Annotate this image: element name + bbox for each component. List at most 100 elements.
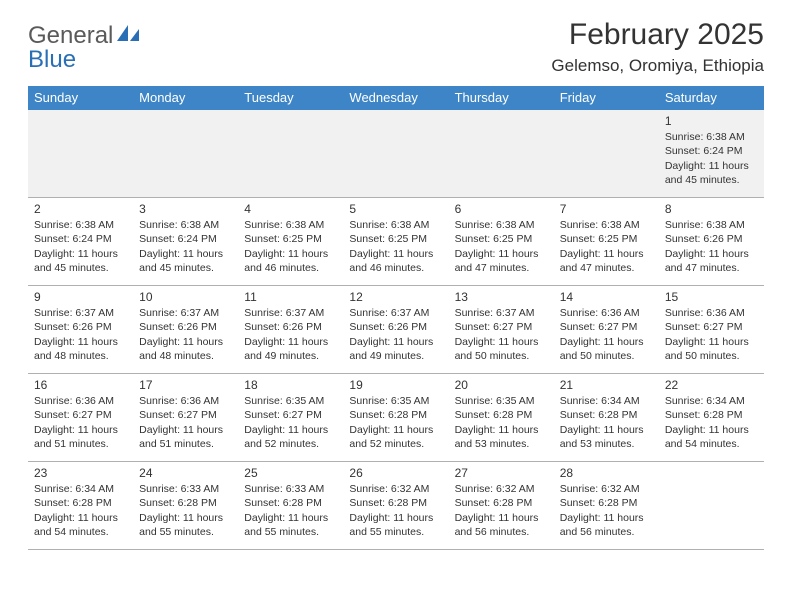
sunset-line: Sunset: 6:27 PM xyxy=(665,320,758,334)
daylight-line: Daylight: 11 hours and 45 minutes. xyxy=(34,247,127,275)
sunrise-line: Sunrise: 6:38 AM xyxy=(349,218,442,232)
day-number: 25 xyxy=(244,465,337,481)
calendar-cell: 13Sunrise: 6:37 AMSunset: 6:27 PMDayligh… xyxy=(449,286,554,374)
sunset-line: Sunset: 6:28 PM xyxy=(139,496,232,510)
day-number: 14 xyxy=(560,289,653,305)
calendar-cell: 27Sunrise: 6:32 AMSunset: 6:28 PMDayligh… xyxy=(449,462,554,550)
sunrise-line: Sunrise: 6:37 AM xyxy=(139,306,232,320)
daylight-line: Daylight: 11 hours and 48 minutes. xyxy=(139,335,232,363)
sunset-line: Sunset: 6:24 PM xyxy=(139,232,232,246)
daylight-line: Daylight: 11 hours and 55 minutes. xyxy=(244,511,337,539)
day-header: Tuesday xyxy=(238,86,343,110)
sunset-line: Sunset: 6:26 PM xyxy=(139,320,232,334)
sunrise-line: Sunrise: 6:33 AM xyxy=(244,482,337,496)
day-number: 6 xyxy=(455,201,548,217)
sunset-line: Sunset: 6:26 PM xyxy=(665,232,758,246)
calendar-header-row: SundayMondayTuesdayWednesdayThursdayFrid… xyxy=(28,86,764,110)
calendar-cell: 17Sunrise: 6:36 AMSunset: 6:27 PMDayligh… xyxy=(133,374,238,462)
sunrise-line: Sunrise: 6:36 AM xyxy=(34,394,127,408)
calendar-week: 9Sunrise: 6:37 AMSunset: 6:26 PMDaylight… xyxy=(28,286,764,374)
calendar-cell: 19Sunrise: 6:35 AMSunset: 6:28 PMDayligh… xyxy=(343,374,448,462)
daylight-line: Daylight: 11 hours and 54 minutes. xyxy=(665,423,758,451)
calendar-cell: 26Sunrise: 6:32 AMSunset: 6:28 PMDayligh… xyxy=(343,462,448,550)
sunset-line: Sunset: 6:26 PM xyxy=(244,320,337,334)
sunrise-line: Sunrise: 6:32 AM xyxy=(349,482,442,496)
daylight-line: Daylight: 11 hours and 47 minutes. xyxy=(560,247,653,275)
calendar-cell: 14Sunrise: 6:36 AMSunset: 6:27 PMDayligh… xyxy=(554,286,659,374)
day-number: 4 xyxy=(244,201,337,217)
sunrise-line: Sunrise: 6:35 AM xyxy=(455,394,548,408)
sunset-line: Sunset: 6:28 PM xyxy=(34,496,127,510)
day-number: 23 xyxy=(34,465,127,481)
sunset-line: Sunset: 6:25 PM xyxy=(560,232,653,246)
sunrise-line: Sunrise: 6:37 AM xyxy=(244,306,337,320)
sunset-line: Sunset: 6:27 PM xyxy=(34,408,127,422)
calendar-week: 23Sunrise: 6:34 AMSunset: 6:28 PMDayligh… xyxy=(28,462,764,550)
sunset-line: Sunset: 6:27 PM xyxy=(139,408,232,422)
sunrise-line: Sunrise: 6:35 AM xyxy=(349,394,442,408)
day-number: 15 xyxy=(665,289,758,305)
calendar-table: SundayMondayTuesdayWednesdayThursdayFrid… xyxy=(28,86,764,550)
calendar-cell: 6Sunrise: 6:38 AMSunset: 6:25 PMDaylight… xyxy=(449,198,554,286)
calendar-cell: 20Sunrise: 6:35 AMSunset: 6:28 PMDayligh… xyxy=(449,374,554,462)
day-number: 8 xyxy=(665,201,758,217)
daylight-line: Daylight: 11 hours and 51 minutes. xyxy=(34,423,127,451)
daylight-line: Daylight: 11 hours and 47 minutes. xyxy=(665,247,758,275)
calendar-cell: 12Sunrise: 6:37 AMSunset: 6:26 PMDayligh… xyxy=(343,286,448,374)
day-header: Wednesday xyxy=(343,86,448,110)
calendar-cell: 3Sunrise: 6:38 AMSunset: 6:24 PMDaylight… xyxy=(133,198,238,286)
day-number: 17 xyxy=(139,377,232,393)
daylight-line: Daylight: 11 hours and 55 minutes. xyxy=(139,511,232,539)
calendar-cell: 24Sunrise: 6:33 AMSunset: 6:28 PMDayligh… xyxy=(133,462,238,550)
sunrise-line: Sunrise: 6:36 AM xyxy=(560,306,653,320)
calendar-cell xyxy=(343,110,448,198)
day-number: 20 xyxy=(455,377,548,393)
month-title: February 2025 xyxy=(551,18,764,52)
sunset-line: Sunset: 6:28 PM xyxy=(349,496,442,510)
sunrise-line: Sunrise: 6:36 AM xyxy=(139,394,232,408)
day-number: 13 xyxy=(455,289,548,305)
day-number: 16 xyxy=(34,377,127,393)
day-header: Monday xyxy=(133,86,238,110)
day-number: 5 xyxy=(349,201,442,217)
daylight-line: Daylight: 11 hours and 45 minutes. xyxy=(665,159,758,187)
daylight-line: Daylight: 11 hours and 53 minutes. xyxy=(560,423,653,451)
sunrise-line: Sunrise: 6:36 AM xyxy=(665,306,758,320)
day-number: 24 xyxy=(139,465,232,481)
sunrise-line: Sunrise: 6:32 AM xyxy=(455,482,548,496)
day-header: Thursday xyxy=(449,86,554,110)
sunrise-line: Sunrise: 6:38 AM xyxy=(244,218,337,232)
sunset-line: Sunset: 6:27 PM xyxy=(560,320,653,334)
sunset-line: Sunset: 6:24 PM xyxy=(665,144,758,158)
calendar-cell: 9Sunrise: 6:37 AMSunset: 6:26 PMDaylight… xyxy=(28,286,133,374)
title-block: February 2025 Gelemso, Oromiya, Ethiopia xyxy=(551,18,764,76)
day-number: 2 xyxy=(34,201,127,217)
calendar-cell: 22Sunrise: 6:34 AMSunset: 6:28 PMDayligh… xyxy=(659,374,764,462)
sunset-line: Sunset: 6:28 PM xyxy=(455,408,548,422)
location: Gelemso, Oromiya, Ethiopia xyxy=(551,56,764,76)
calendar-cell xyxy=(238,110,343,198)
sunset-line: Sunset: 6:26 PM xyxy=(34,320,127,334)
sunset-line: Sunset: 6:28 PM xyxy=(665,408,758,422)
calendar-cell xyxy=(133,110,238,198)
daylight-line: Daylight: 11 hours and 55 minutes. xyxy=(349,511,442,539)
sunset-line: Sunset: 6:28 PM xyxy=(349,408,442,422)
calendar-week: 1Sunrise: 6:38 AMSunset: 6:24 PMDaylight… xyxy=(28,110,764,198)
logo-blue-row: Blue xyxy=(28,46,76,74)
calendar-body: 1Sunrise: 6:38 AMSunset: 6:24 PMDaylight… xyxy=(28,110,764,550)
sunset-line: Sunset: 6:28 PM xyxy=(244,496,337,510)
calendar-cell: 28Sunrise: 6:32 AMSunset: 6:28 PMDayligh… xyxy=(554,462,659,550)
sunset-line: Sunset: 6:27 PM xyxy=(244,408,337,422)
sunset-line: Sunset: 6:26 PM xyxy=(349,320,442,334)
calendar-cell: 5Sunrise: 6:38 AMSunset: 6:25 PMDaylight… xyxy=(343,198,448,286)
sunrise-line: Sunrise: 6:38 AM xyxy=(455,218,548,232)
calendar-cell: 2Sunrise: 6:38 AMSunset: 6:24 PMDaylight… xyxy=(28,198,133,286)
day-number: 11 xyxy=(244,289,337,305)
calendar-cell: 21Sunrise: 6:34 AMSunset: 6:28 PMDayligh… xyxy=(554,374,659,462)
calendar-cell xyxy=(449,110,554,198)
day-header: Sunday xyxy=(28,86,133,110)
calendar-cell: 25Sunrise: 6:33 AMSunset: 6:28 PMDayligh… xyxy=(238,462,343,550)
calendar-cell: 23Sunrise: 6:34 AMSunset: 6:28 PMDayligh… xyxy=(28,462,133,550)
daylight-line: Daylight: 11 hours and 48 minutes. xyxy=(34,335,127,363)
sunrise-line: Sunrise: 6:38 AM xyxy=(665,218,758,232)
